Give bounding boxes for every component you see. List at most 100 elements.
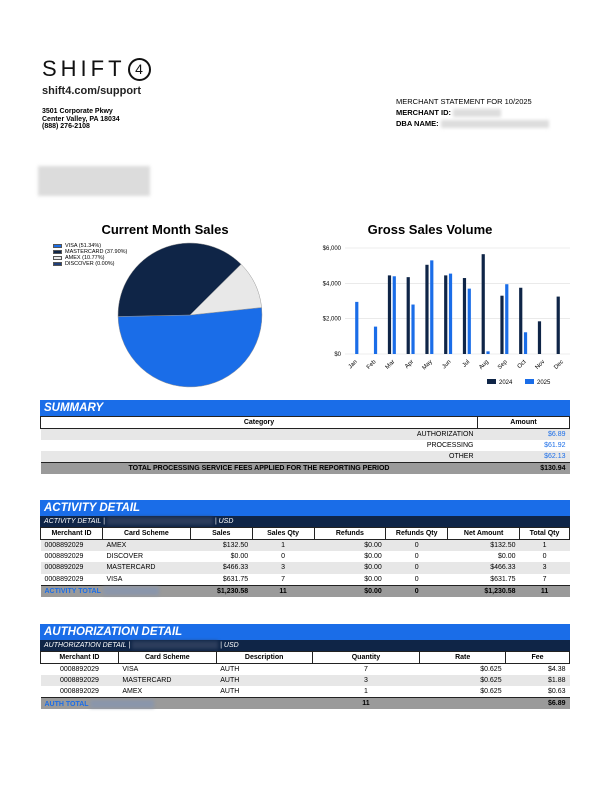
- authorization-col-header: Rate: [419, 651, 507, 664]
- activity-col-header: Refunds Qty: [385, 527, 449, 540]
- pie-slice-mastercard: [117, 242, 242, 317]
- bar-2025-aug: [486, 351, 490, 354]
- activity-col-header: Merchant ID: [40, 527, 103, 540]
- authorization-cell: 3: [312, 674, 420, 686]
- activity-cell: 3: [519, 562, 570, 574]
- summary-amount-link[interactable]: $61.92: [477, 439, 570, 451]
- logo-number-circle: 4: [127, 58, 151, 81]
- legend-item-mastercard: MASTERCARD (37.90%): [53, 249, 127, 255]
- y-tick-label: $2,000: [323, 317, 342, 323]
- legend-swatch-2025: [525, 379, 534, 384]
- activity-total-text: ACTIVITY TOTAL: [44, 587, 101, 595]
- activity-col-header: Card Scheme: [101, 527, 191, 540]
- authorization-row: 0008892029 MASTERCARD AUTH 3 $0.625 $1.88: [40, 674, 570, 686]
- summary-amount-link[interactable]: $62.13: [477, 451, 570, 463]
- summary-total-row: TOTAL PROCESSING SERVICE FEES APPLIED FO…: [40, 462, 570, 474]
- legend-label-2025: 2025: [537, 380, 551, 386]
- address-line-1: 3501 Corporate Pkwy: [42, 108, 113, 115]
- merchant-id-label: MERCHANT ID:: [396, 108, 451, 117]
- activity-col-header: Total Qty: [519, 527, 570, 540]
- logo-text: SHIFT: [42, 56, 126, 81]
- pie-slice-visa: [117, 307, 263, 388]
- activity-cell: VISA: [102, 573, 191, 585]
- activity-cell: $0.00: [314, 573, 386, 585]
- bar-chart-title: Gross Sales Volume: [367, 222, 493, 237]
- activity-total-refunds-qty: 0: [385, 584, 448, 597]
- bar-2024-oct: [519, 287, 523, 354]
- activity-col-header: Refunds: [313, 527, 387, 540]
- merchant-id-redacted: [453, 109, 502, 118]
- activity-total-sales-qty: 11: [252, 584, 314, 597]
- bar-chart: $0 $2,000 $4,000 $6,000 Jan Feb Mar Apr May Jun Ju…: [323, 246, 570, 386]
- authorization-cell: 7: [312, 663, 420, 675]
- activity-cell: 0008892029: [40, 539, 103, 551]
- authorization-cell: MASTERCARD: [118, 674, 217, 686]
- activity-total-row: ACTIVITY TOTAL $1,230.58 11 $0.00 0 $1,2…: [40, 584, 570, 597]
- authorization-cell: $4.38: [505, 663, 570, 675]
- authorization-cell: VISA: [118, 663, 217, 675]
- x-tick-label: Aug: [478, 359, 490, 371]
- authorization-total-row: AUTH TOTAL 11 $6.89: [40, 697, 570, 709]
- activity-currency: | USD: [214, 518, 234, 525]
- activity-row: 0008892029 AMEX $132.50 1 $0.00 0 $132.50 1: [40, 539, 570, 551]
- authorization-sub-label: AUTHORIZATION DETAIL |: [44, 642, 131, 649]
- auth-total-fee: $6.89: [505, 697, 570, 709]
- legend-swatch-discover: [53, 261, 62, 266]
- activity-col-header: Net Amount: [447, 527, 521, 540]
- authorization-row: 0008892029 VISA AUTH 7 $0.625 $4.38: [40, 663, 570, 675]
- activity-redacted: [106, 517, 213, 526]
- activity-col-header: Sales Qty: [251, 527, 315, 540]
- x-tick-label: Dec: [553, 359, 565, 371]
- authorization-cell: 0008892029: [40, 663, 119, 675]
- auth-total-label[interactable]: AUTH TOTAL: [40, 697, 313, 709]
- activity-cell: $132.50: [447, 539, 520, 551]
- activity-col-header: Sales: [189, 527, 253, 540]
- activity-total-label[interactable]: ACTIVITY TOTAL: [40, 584, 191, 597]
- activity-total-qty: 11: [519, 584, 570, 597]
- shift4-logo: SHIFT 4: [42, 56, 151, 82]
- address-line-2: Center Valley, PA 18034: [42, 115, 120, 123]
- x-tick-label: Feb: [366, 359, 378, 371]
- bar-2025-jul: [467, 288, 471, 354]
- summary-category: PROCESSING: [40, 439, 478, 451]
- summary-amount-link[interactable]: $6.89: [477, 428, 570, 440]
- activity-cell: $0.00: [314, 550, 386, 562]
- activity-row: 0008892029 DISCOVER $0.00 0 $0.00 0 $0.00 0: [40, 550, 570, 562]
- activity-table: Merchant ID Card Scheme Sales Sales Qty Refu…: [40, 527, 570, 597]
- activity-row: 0008892029 VISA $631.75 7 $0.00 0 $631.75 7: [40, 573, 570, 585]
- activity-cell: $631.75: [190, 573, 253, 585]
- authorization-cell: AUTH: [216, 686, 313, 698]
- legend-label-amex: AMEX (10.77%): [65, 255, 105, 261]
- activity-cell: 1: [252, 539, 314, 551]
- activity-subheader: ACTIVITY DETAIL | | USD: [40, 516, 570, 527]
- authorization-cell: 0008892029: [40, 686, 119, 698]
- bar-2024-aug: [481, 254, 485, 354]
- activity-sub-label: ACTIVITY DETAIL |: [44, 518, 105, 525]
- summary-table: Category Amount AUTHORIZATION $6.89 PROC…: [40, 416, 570, 474]
- bar-2025-mar: [392, 276, 396, 354]
- authorization-section: AUTHORIZATION DETAIL AUTHORIZATION DETAI…: [40, 624, 570, 709]
- legend-item-visa: VISA (51.34%): [53, 243, 127, 249]
- authorization-col-header: Quantity: [311, 651, 421, 664]
- activity-cell: 7: [252, 573, 314, 585]
- pie-chart: [117, 242, 263, 388]
- x-tick-label: Oct: [517, 359, 528, 370]
- authorization-col-header: Description: [215, 651, 313, 664]
- bar-2024-jul: [462, 278, 467, 354]
- bar-2025-jan: [355, 301, 359, 354]
- x-tick-label: Mar: [385, 359, 397, 371]
- bar-2025-apr: [411, 304, 415, 354]
- activity-cell: 0008892029: [40, 550, 103, 562]
- bar-2024-nov: [537, 321, 542, 354]
- activity-total-sales: $1,230.58: [190, 584, 253, 597]
- legend-swatch-amex: [53, 255, 62, 260]
- activity-cell: 0008892029: [40, 562, 103, 574]
- activity-cell: 0: [519, 550, 570, 562]
- summary-row: OTHER $62.13: [40, 451, 570, 463]
- activity-cell: $0.00: [190, 550, 253, 562]
- bar-2025-feb: [373, 326, 378, 354]
- bar-2024-sep: [500, 295, 504, 354]
- activity-title: ACTIVITY DETAIL: [40, 500, 570, 516]
- summary-header-amount: Amount: [477, 416, 570, 429]
- authorization-cell: 0008892029: [40, 674, 119, 686]
